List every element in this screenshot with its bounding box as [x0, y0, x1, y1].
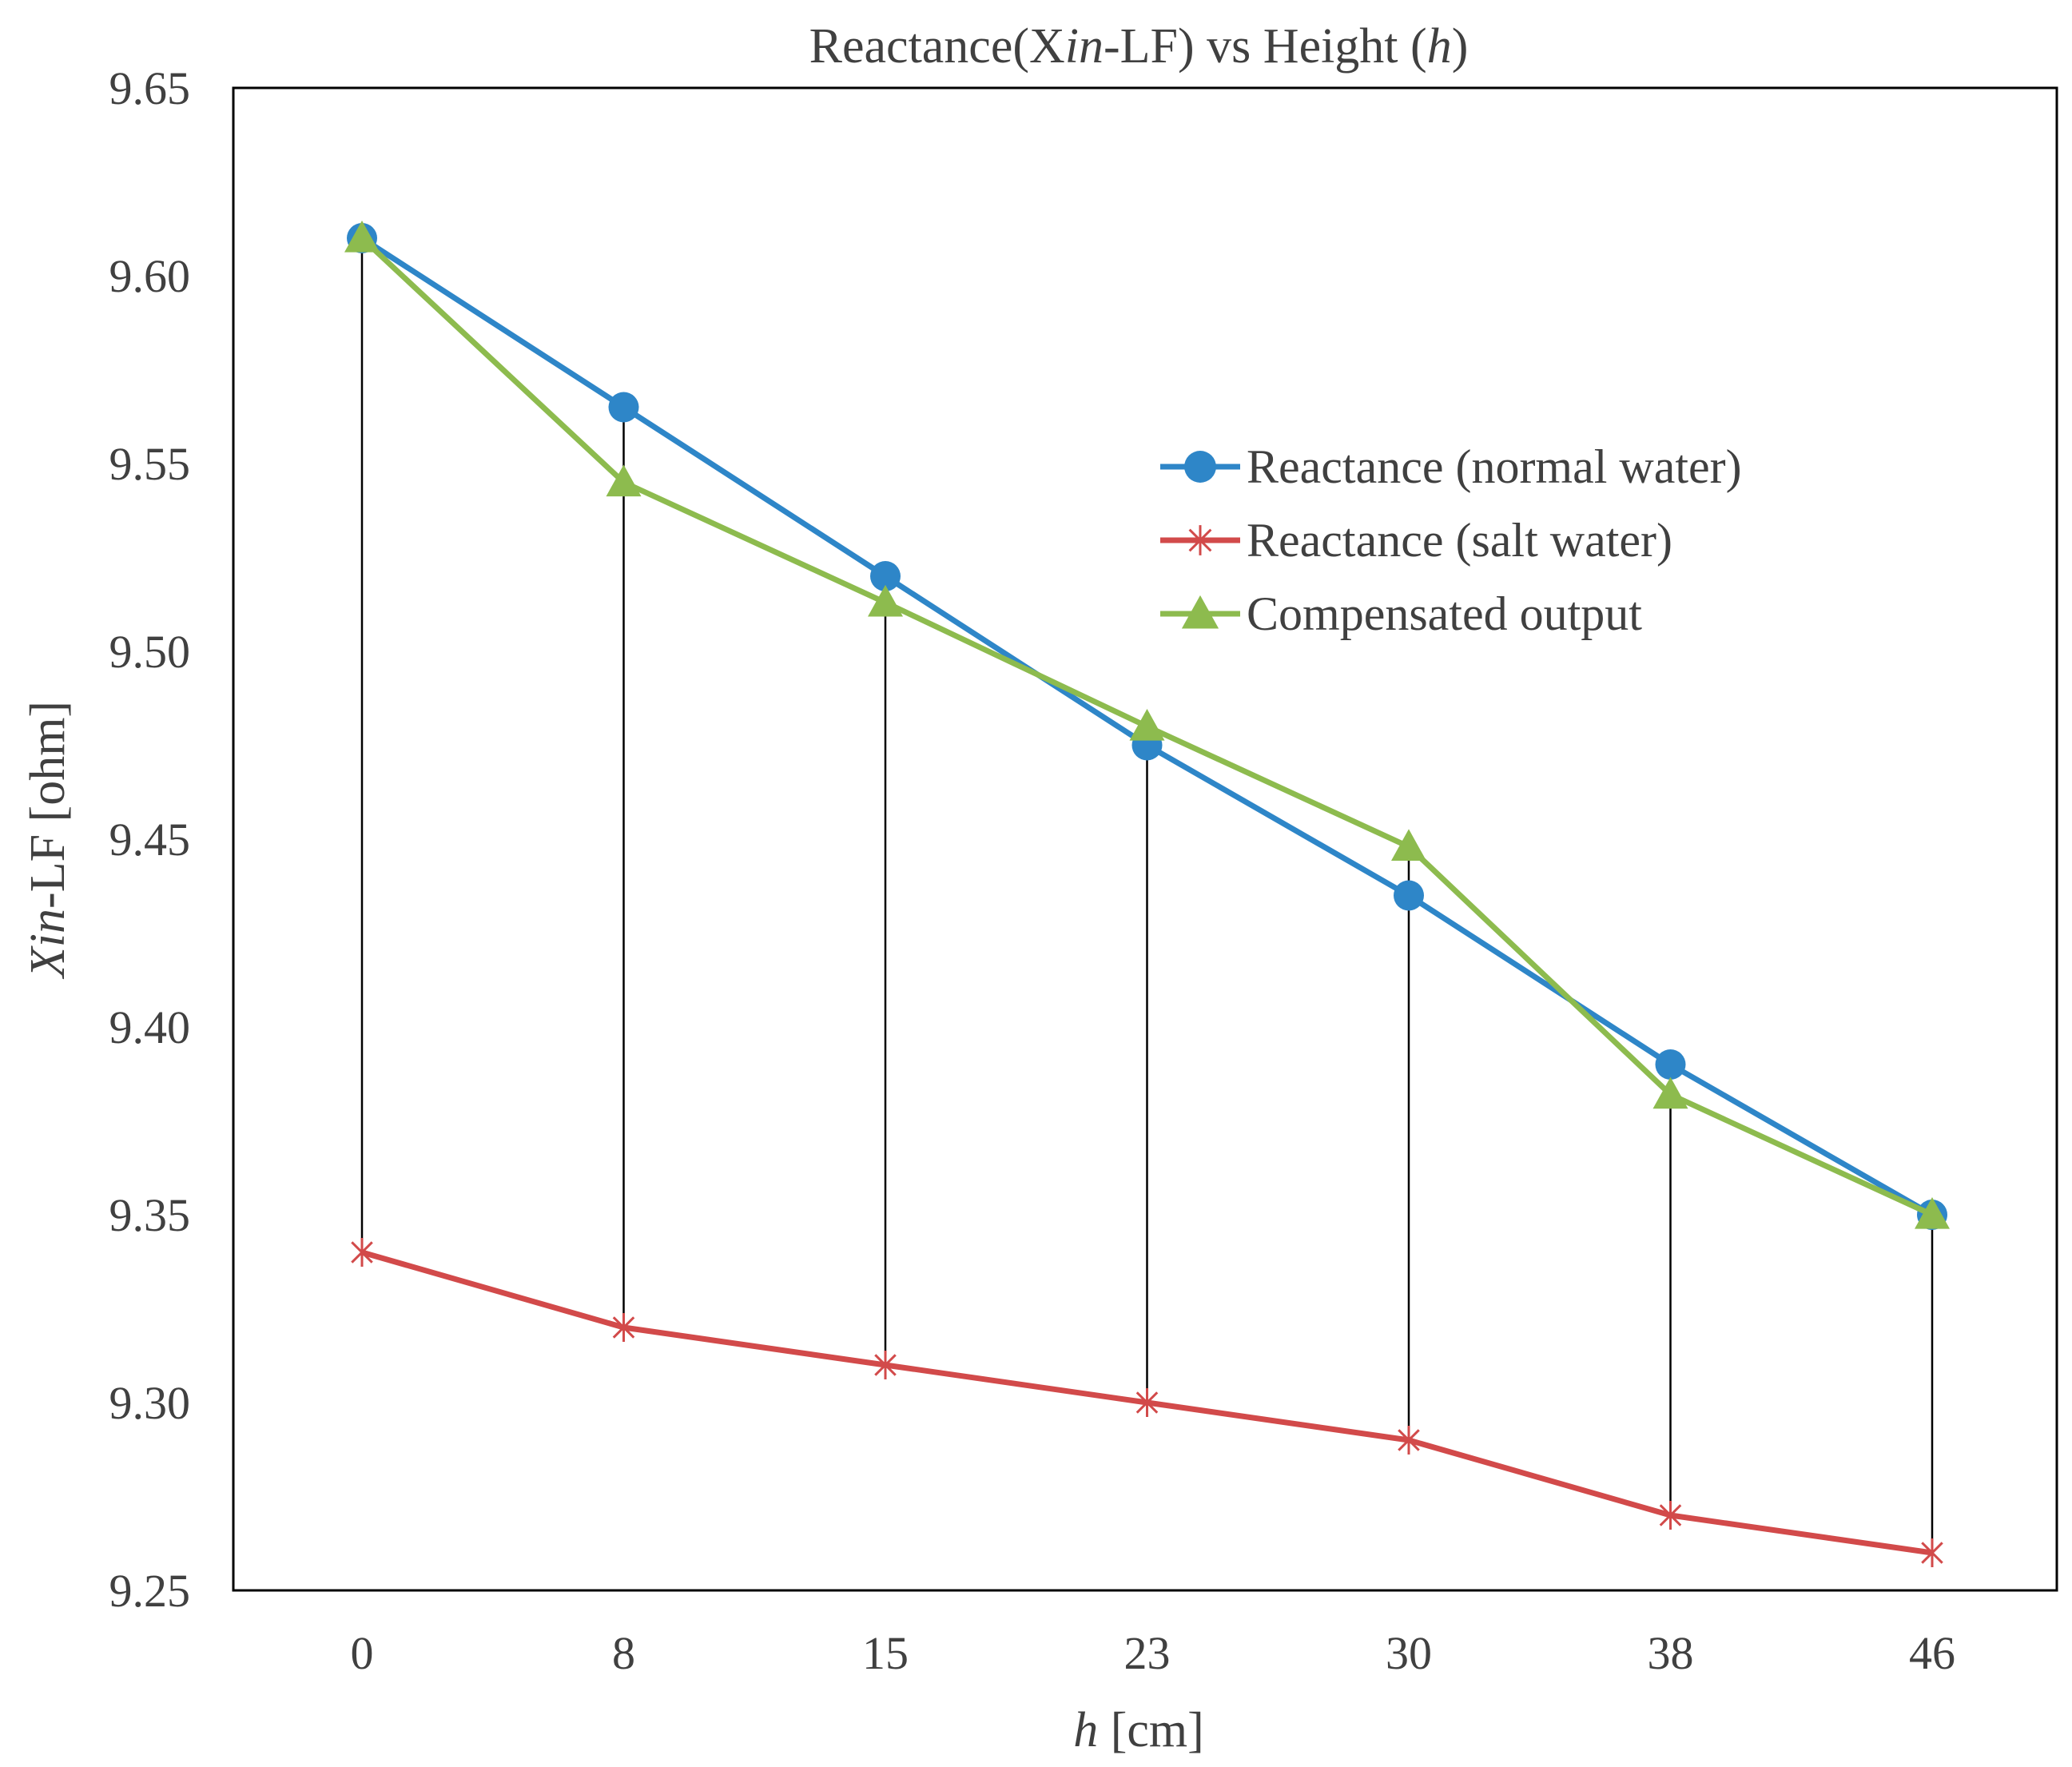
data-point-triangle: [1181, 595, 1219, 629]
data-point-circle: [608, 392, 639, 423]
legend-label: Compensated output: [1247, 587, 1642, 640]
legend-item: Compensated output: [1160, 587, 1642, 640]
data-point-triangle: [1915, 1197, 1950, 1229]
data-point-asterisk: [874, 1351, 897, 1379]
series-asterisk: [351, 1238, 1943, 1567]
x-axis-label: h [cm]: [1073, 1703, 1204, 1757]
x-tick-label: 38: [1648, 1627, 1694, 1679]
data-point-asterisk: [1659, 1501, 1682, 1530]
data-point-asterisk: [612, 1313, 635, 1342]
legend-item: Reactance (normal water): [1160, 440, 1742, 493]
series-triangle: [344, 221, 1950, 1229]
legend: Reactance (normal water) Reactance (salt …: [1160, 440, 1742, 640]
y-axis-ticks: 9.25 9.30 9.35 9.40 9.45 9.50 9.55 9.60 9.65: [109, 62, 191, 1617]
data-point-circle: [870, 561, 901, 591]
y-tick-label: 9.30: [109, 1377, 191, 1429]
x-tick-label: 0: [351, 1627, 374, 1679]
legend-label: Reactance (normal water): [1247, 440, 1742, 493]
data-point-triangle: [868, 584, 903, 617]
y-tick-label: 9.35: [109, 1189, 191, 1241]
y-tick-label: 9.60: [109, 250, 191, 302]
data-point-triangle: [344, 221, 380, 253]
y-tick-label: 9.55: [109, 438, 191, 490]
data-point-triangle: [1391, 829, 1426, 861]
legend-label: Reactance (salt water): [1247, 514, 1672, 567]
data-point-triangle: [1652, 1077, 1688, 1109]
y-tick-label: 9.40: [109, 1001, 191, 1053]
series-lines: [344, 221, 1950, 1567]
data-point-circle: [1394, 880, 1424, 911]
y-tick-label: 9.45: [109, 814, 191, 866]
plot-area: [232, 86, 2058, 1592]
x-tick-label: 46: [1909, 1627, 1955, 1679]
data-point-circle: [1184, 451, 1216, 483]
y-axis-label: Xin-LF [ohm]: [21, 701, 75, 980]
data-point-asterisk: [1188, 525, 1212, 555]
data-point-triangle: [606, 464, 642, 497]
x-tick-label: 30: [1386, 1627, 1432, 1679]
data-point-triangle: [1129, 709, 1165, 741]
data-point-asterisk: [1398, 1426, 1420, 1455]
x-tick-label: 15: [862, 1627, 909, 1679]
y-tick-label: 9.25: [109, 1565, 191, 1617]
y-tick-label: 9.65: [109, 62, 191, 114]
y-tick-label: 9.50: [109, 626, 191, 678]
chart-title: Reactance(Xin-LF) vs Height (h): [809, 19, 1469, 74]
drop-lines: [360, 238, 1934, 1553]
data-point-asterisk: [1135, 1388, 1159, 1417]
x-tick-label: 23: [1124, 1627, 1171, 1679]
x-axis-ticks: 0 8 15 23 30 38 46: [351, 1627, 1956, 1679]
legend-item: Reactance (salt water): [1160, 514, 1672, 567]
x-tick-label: 8: [612, 1627, 635, 1679]
data-point-asterisk: [1921, 1538, 1943, 1567]
data-point-asterisk: [351, 1238, 373, 1267]
data-point-circle: [1655, 1049, 1686, 1080]
